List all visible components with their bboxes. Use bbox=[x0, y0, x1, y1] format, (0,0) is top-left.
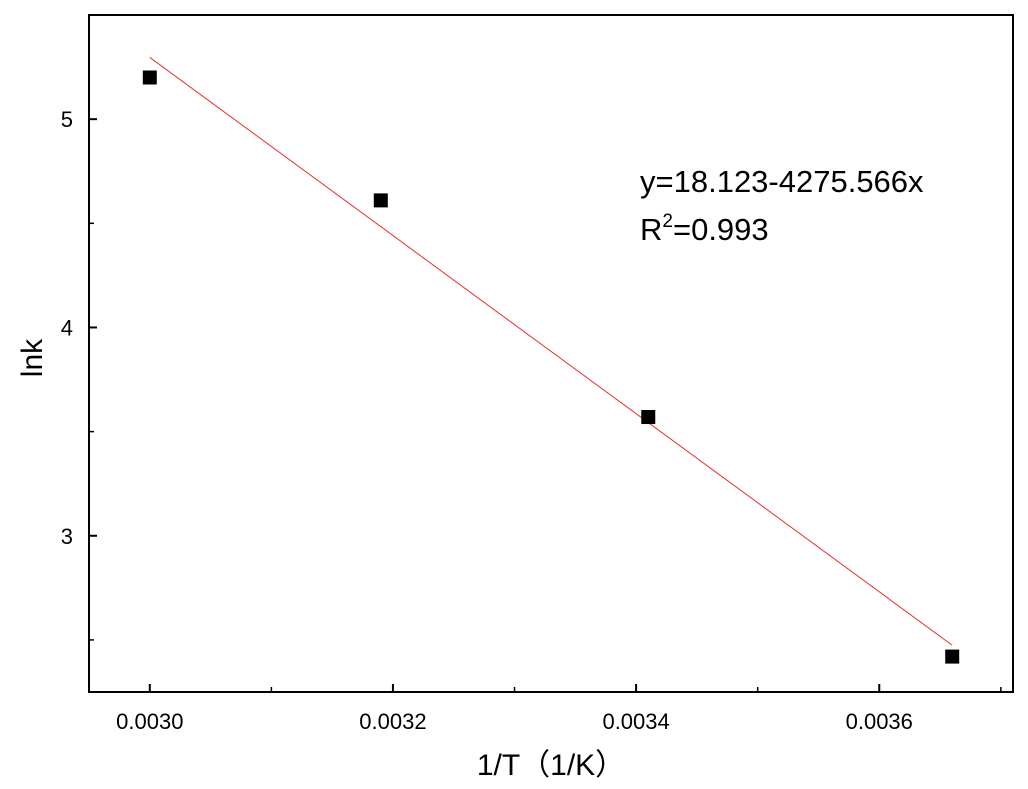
x-tick-label: 0.0032 bbox=[359, 709, 426, 734]
y-axis-title: lnk bbox=[16, 338, 49, 377]
x-axis-title: 1/T（1/K） bbox=[477, 749, 625, 782]
x-tick-label: 0.0034 bbox=[602, 709, 669, 734]
x-tick-label: 0.0036 bbox=[846, 709, 913, 734]
r-squared: R2=0.993 bbox=[640, 211, 769, 247]
data-point bbox=[945, 649, 960, 664]
fit-line bbox=[149, 57, 953, 646]
r-squared-r: R bbox=[640, 212, 662, 247]
x-tick-label: 0.0030 bbox=[116, 709, 183, 734]
y-tick-label: 4 bbox=[61, 315, 73, 340]
fit-equation: y=18.123-4275.566x bbox=[640, 164, 924, 199]
r-squared-exponent: 2 bbox=[662, 211, 673, 232]
data-points bbox=[142, 70, 960, 664]
r-squared-value: =0.993 bbox=[673, 212, 769, 247]
axis-ticks bbox=[89, 14, 1002, 692]
tick-labels: 0.0030 0.0032 0.0034 0.0036 3 4 5 bbox=[61, 107, 913, 734]
data-point bbox=[142, 70, 157, 85]
y-tick-label: 3 bbox=[61, 524, 73, 549]
data-point bbox=[641, 410, 656, 425]
plot-frame bbox=[88, 14, 1014, 693]
y-tick-label: 5 bbox=[61, 107, 73, 132]
data-point bbox=[373, 193, 388, 208]
